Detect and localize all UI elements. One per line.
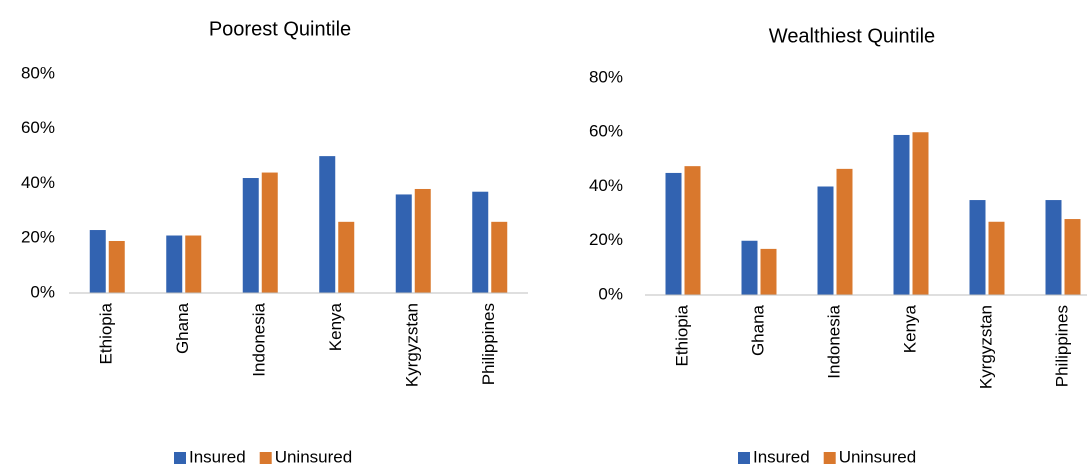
bar bbox=[491, 221, 508, 293]
y-tick-label: 20% bbox=[589, 230, 623, 249]
y-tick-label: 60% bbox=[21, 118, 55, 137]
bar bbox=[89, 230, 106, 293]
chart: Wealthiest Quintile 0% 20% 40% 60% 80% Ethiopi… bbox=[589, 25, 1087, 466]
x-tick-label: Kyrgyzstan bbox=[976, 305, 995, 389]
x-tick-label: Ethiopia bbox=[672, 304, 691, 366]
y-tick-label: 0% bbox=[30, 282, 55, 301]
legend-label: Uninsured bbox=[275, 447, 353, 466]
legend-label: Insured bbox=[189, 447, 246, 466]
x-tick-label: Philippines bbox=[479, 303, 498, 385]
bar bbox=[684, 166, 701, 295]
x-tick-label: Ghana bbox=[173, 302, 192, 354]
x-tick-label: Kenya bbox=[326, 302, 345, 351]
bar bbox=[414, 188, 431, 293]
x-tick-label: Ethiopia bbox=[97, 302, 116, 364]
x-tick-label: Kenya bbox=[900, 304, 919, 353]
legend-swatch bbox=[823, 452, 836, 464]
bar bbox=[893, 134, 910, 295]
y-tick-label: 20% bbox=[21, 228, 55, 247]
chart-title: Wealthiest Quintile bbox=[769, 25, 935, 47]
x-tick-label: Indonesia bbox=[824, 304, 843, 378]
bar bbox=[988, 221, 1005, 295]
legend-label: Insured bbox=[753, 447, 810, 466]
y-tick-label: 40% bbox=[21, 173, 55, 192]
legend-swatch bbox=[738, 452, 750, 464]
bar bbox=[969, 200, 986, 295]
legend-label: Uninsured bbox=[839, 447, 917, 466]
chart-title: Poorest Quintile bbox=[209, 18, 351, 40]
bar bbox=[665, 172, 682, 295]
y-tick-label: 80% bbox=[589, 67, 623, 86]
y-tick-label: 0% bbox=[598, 284, 623, 303]
x-tick-label: Kyrgyzstan bbox=[403, 303, 422, 387]
x-tick-label: Philippines bbox=[1052, 305, 1071, 387]
bar bbox=[836, 168, 853, 295]
legend-swatch bbox=[259, 452, 272, 464]
bar bbox=[472, 191, 489, 293]
bar bbox=[1045, 200, 1062, 295]
bar bbox=[108, 240, 125, 293]
bar bbox=[338, 221, 355, 293]
bar bbox=[261, 172, 278, 293]
bar bbox=[319, 156, 336, 293]
x-tick-label: Ghana bbox=[748, 304, 767, 356]
bar bbox=[395, 194, 412, 293]
bar bbox=[166, 235, 183, 293]
y-tick-label: 60% bbox=[589, 122, 623, 141]
bar bbox=[817, 186, 834, 295]
bar bbox=[1064, 219, 1081, 295]
y-tick-label: 40% bbox=[589, 176, 623, 195]
bar bbox=[242, 178, 259, 293]
bar bbox=[912, 132, 929, 295]
bar bbox=[760, 248, 777, 295]
legend-swatch bbox=[174, 452, 186, 464]
x-tick-label: Indonesia bbox=[250, 302, 269, 376]
bar bbox=[185, 235, 202, 293]
y-tick-label: 80% bbox=[21, 63, 55, 82]
bar bbox=[741, 240, 758, 295]
chart: Poorest Quintile 0% 20% 40% 60% 80% Ethiopia Gh… bbox=[21, 18, 528, 466]
